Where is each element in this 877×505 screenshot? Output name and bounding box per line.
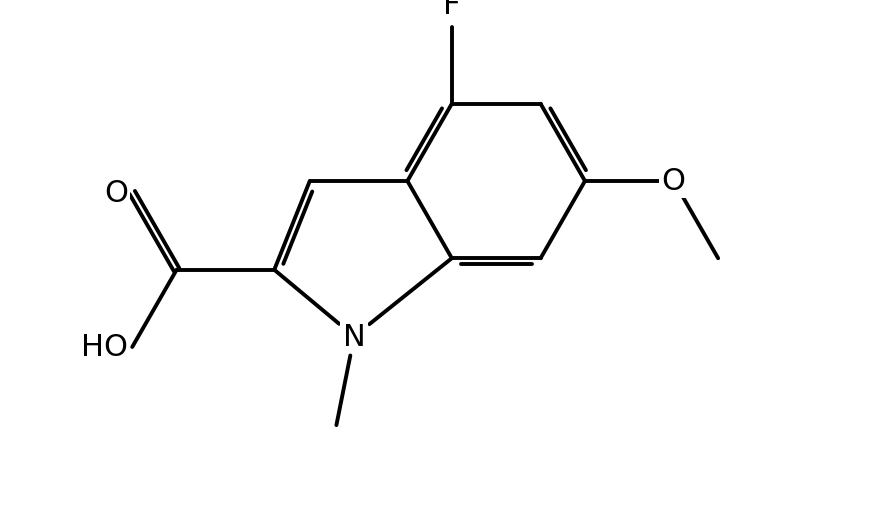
Text: F: F (443, 0, 460, 20)
Text: N: N (343, 322, 366, 351)
Text: O: O (662, 167, 686, 196)
Text: HO: HO (81, 333, 128, 362)
Text: O: O (103, 179, 128, 208)
